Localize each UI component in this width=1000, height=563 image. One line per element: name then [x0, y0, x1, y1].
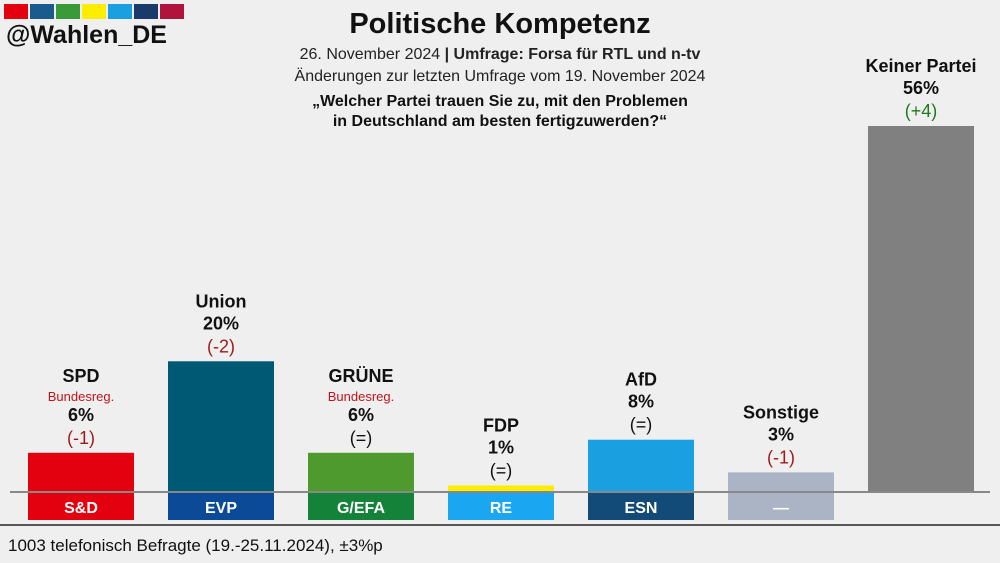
brand-stripe	[160, 4, 184, 19]
group-box-5	[728, 493, 834, 520]
subtitle-date: 26. November 2024	[299, 46, 441, 63]
category-label-4: AfD	[625, 370, 657, 390]
value-label-5: 3%	[768, 424, 794, 444]
note-label-2: Bundesreg.	[328, 389, 395, 404]
group-label-3: RE	[490, 500, 513, 517]
category-label-5: Sonstige	[743, 402, 819, 422]
poll-question-line-2: in Deutschland am besten fertigzuwerden?…	[332, 113, 668, 130]
bar-3	[448, 485, 554, 492]
chart-title: Politische Kompetenz	[349, 8, 651, 40]
group-label-2: G/EFA	[337, 500, 385, 517]
value-label-6: 56%	[903, 78, 939, 98]
bar-2	[308, 452, 414, 492]
category-label-6: Keiner Partei	[865, 56, 976, 76]
subtitle-changes: Änderungen zur letzten Umfrage vom 19. N…	[294, 68, 706, 85]
group-box-2	[308, 493, 414, 520]
poll-question: „Welcher Partei trauen Sie zu, mit den P…	[0, 92, 1000, 132]
value-label-0: 6%	[68, 405, 94, 425]
group-label-0: S&D	[64, 500, 98, 517]
brand-color-stripes	[4, 4, 184, 19]
change-label-1: (-2)	[207, 336, 235, 356]
change-label-3: (=)	[490, 460, 513, 480]
subtitle-separator: |	[444, 46, 450, 63]
group-box-1	[168, 493, 274, 520]
group-box-4	[588, 493, 694, 520]
brand-stripe	[30, 4, 54, 19]
footer-note: 1003 telefonisch Befragte (19.-25.11.202…	[8, 536, 383, 555]
brand-stripe	[134, 4, 158, 19]
value-label-3: 1%	[488, 437, 514, 457]
poll-question-line-1: „Welcher Partei trauen Sie zu, mit den P…	[312, 93, 688, 110]
bar-1	[168, 361, 274, 492]
group-box-0	[28, 493, 134, 520]
brand-stripe	[108, 4, 132, 19]
change-label-5: (-1)	[767, 447, 795, 467]
group-label-1: EVP	[205, 500, 237, 517]
change-label-6: (+4)	[905, 101, 938, 121]
value-label-2: 6%	[348, 405, 374, 425]
change-label-0: (-1)	[67, 428, 95, 448]
value-label-4: 8%	[628, 392, 654, 412]
note-label-0: Bundesreg.	[48, 389, 115, 404]
change-label-2: (=)	[350, 428, 373, 448]
category-label-0: SPD	[62, 366, 99, 386]
bar-5	[728, 472, 834, 492]
bar-6	[868, 126, 974, 492]
brand-stripe	[4, 4, 28, 19]
group-box-3	[448, 493, 554, 520]
group-label-5: —	[773, 500, 789, 517]
value-label-1: 20%	[203, 313, 239, 333]
subtitle-source-line: 26. November 2024 | Umfrage: Forsa für R…	[0, 46, 1000, 64]
category-label-3: FDP	[483, 415, 519, 435]
change-label-4: (=)	[630, 415, 653, 435]
brand-stripe	[82, 4, 106, 19]
category-label-1: Union	[196, 291, 247, 311]
bar-0	[28, 452, 134, 492]
subtitle-source: Umfrage: Forsa für RTL und n-tv	[453, 46, 701, 63]
bar-4	[588, 439, 694, 492]
brand-handle: @Wahlen_DE	[6, 21, 167, 49]
category-label-2: GRÜNE	[328, 366, 393, 386]
group-label-4: ESN	[625, 500, 658, 517]
footer-divider	[0, 524, 1000, 526]
brand-stripe	[56, 4, 80, 19]
